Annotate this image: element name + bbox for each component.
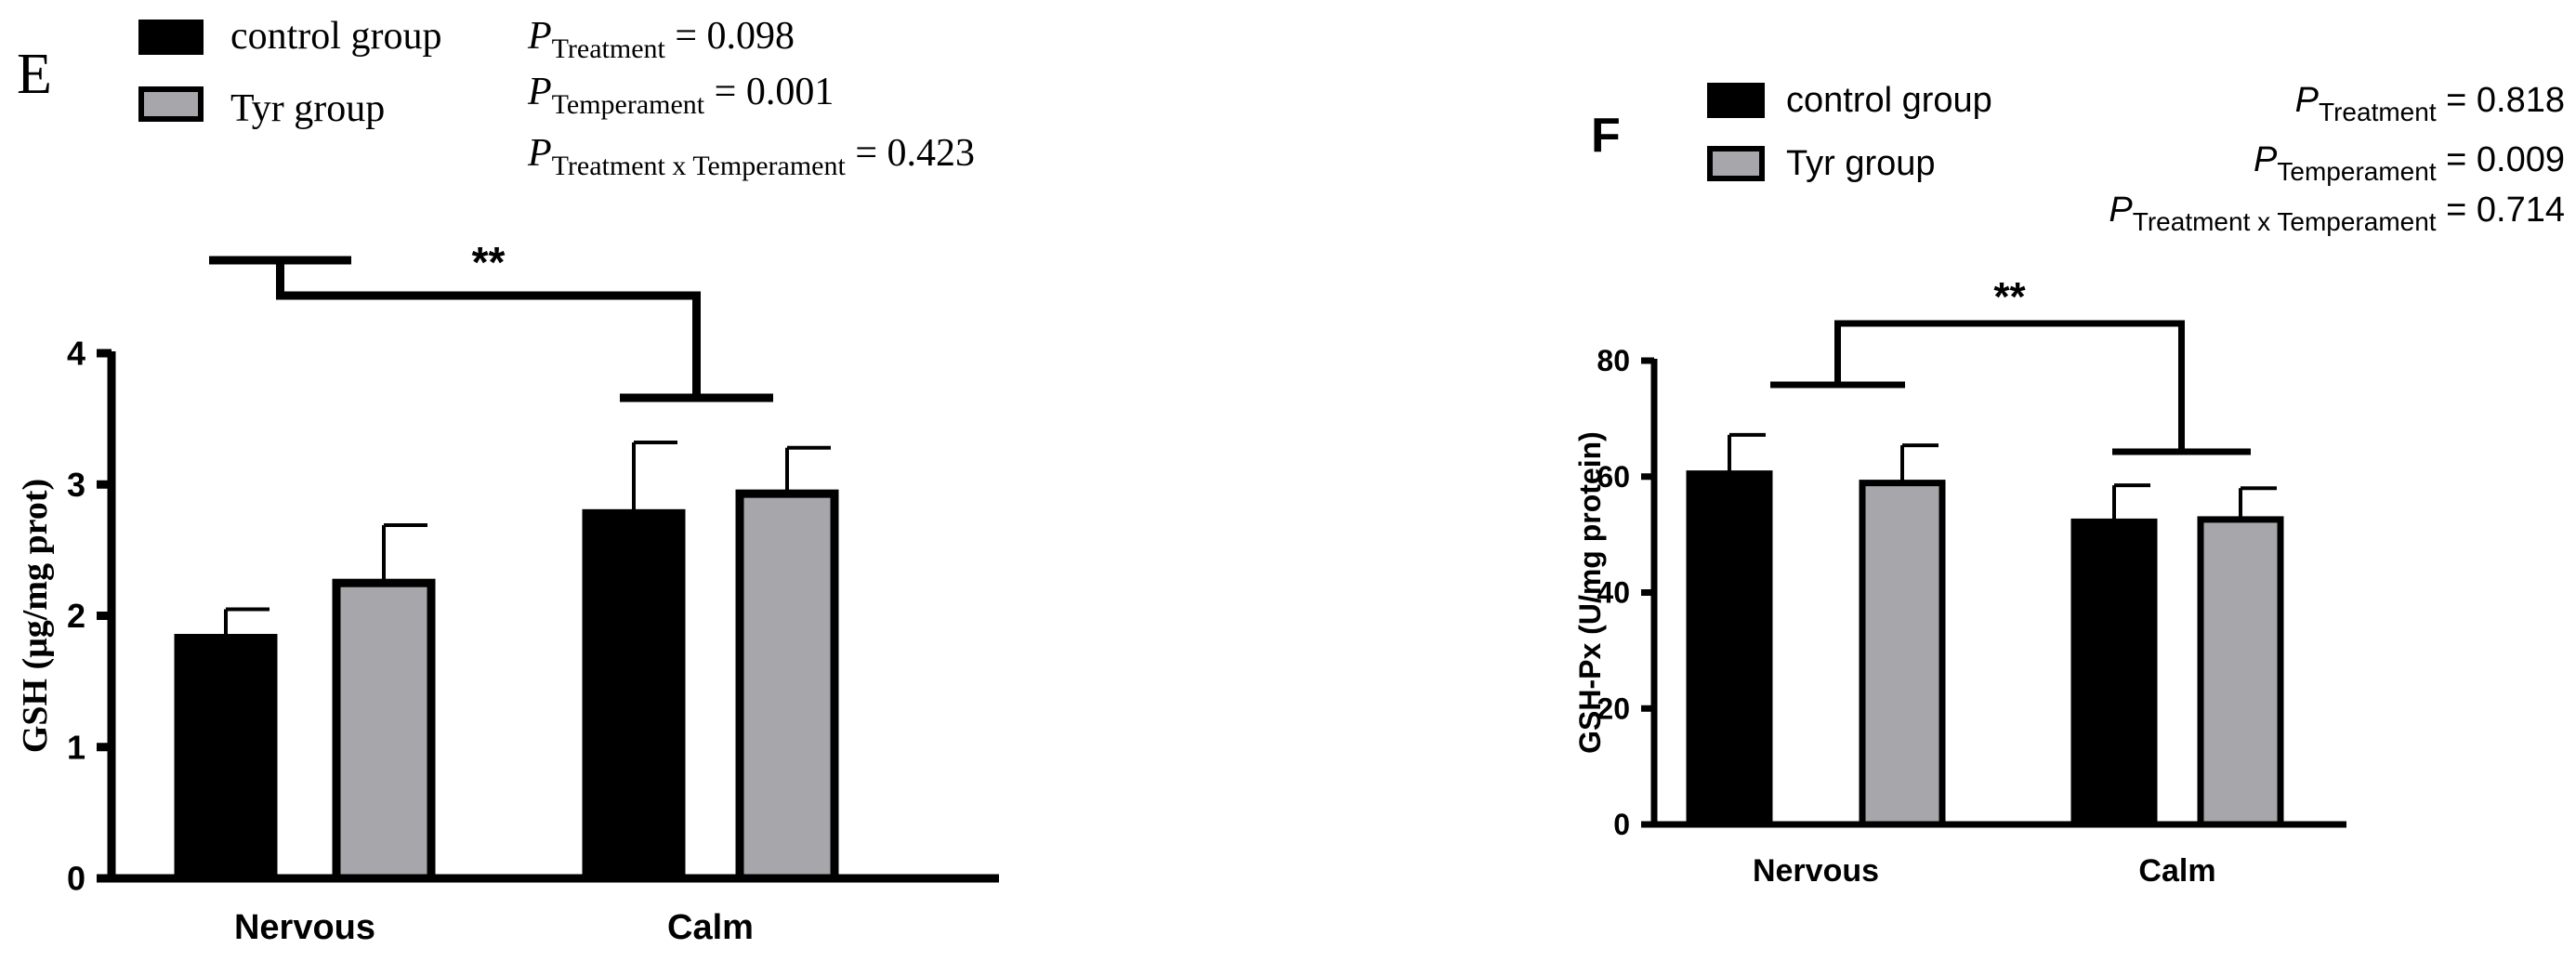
bar xyxy=(582,508,686,883)
panel-label: F xyxy=(1591,109,1621,163)
legend-label: control group xyxy=(1786,81,1992,120)
y-tick-label: 0 xyxy=(1613,808,1630,841)
legend-label: Tyr group xyxy=(230,87,385,130)
y-tick-label: 4 xyxy=(67,335,85,373)
p-value-text: PTemperament = 0.001 xyxy=(527,71,834,120)
y-tick-label: 80 xyxy=(1597,344,1630,377)
y-axis-label: GSH (μg/mg prot) xyxy=(16,479,55,753)
p-value-text: PTreatment x Temperament = 0.714 xyxy=(2109,191,2565,236)
bar xyxy=(735,489,839,883)
legend-swatch xyxy=(138,20,204,55)
legend-label: Tyr group xyxy=(1786,144,1936,183)
p-value-text: PTemperament = 0.009 xyxy=(2254,140,2565,186)
legend-swatch xyxy=(1707,146,1765,181)
p-value-text: PTreatment = 0.818 xyxy=(2295,81,2565,126)
y-tick-label: 2 xyxy=(67,597,85,635)
category-label: Nervous xyxy=(234,908,375,947)
y-tick-label: 20 xyxy=(1597,692,1630,725)
y-tick-label: 0 xyxy=(67,860,85,898)
y-tick-label: 3 xyxy=(67,466,85,504)
legend-label: control group xyxy=(230,15,441,58)
bar xyxy=(1859,480,1946,828)
category-label: Calm xyxy=(667,908,754,947)
y-axis-label: GSH-Px (U/mg protein) xyxy=(1573,431,1607,754)
bar xyxy=(332,578,436,883)
bar xyxy=(174,634,278,883)
bar xyxy=(2070,518,2158,828)
y-tick-label: 1 xyxy=(67,728,85,766)
sig-bracket xyxy=(1834,320,2185,452)
p-value-text: PTreatment x Temperament = 0.423 xyxy=(527,132,975,181)
significance-marker: ** xyxy=(472,238,506,286)
significance-marker: ** xyxy=(1993,274,2026,320)
legend-swatch xyxy=(138,86,204,122)
category-label: Calm xyxy=(2138,853,2215,889)
sig-bracket xyxy=(276,260,701,398)
bar xyxy=(2197,516,2284,828)
p-value-text: PTreatment = 0.098 xyxy=(527,15,795,64)
panel-label: E xyxy=(17,43,52,106)
y-tick-label: 40 xyxy=(1597,576,1630,610)
y-tick-label: 60 xyxy=(1597,460,1630,494)
category-label: Nervous xyxy=(1753,853,1879,889)
legend-swatch xyxy=(1707,83,1765,118)
bar xyxy=(1686,470,1773,828)
